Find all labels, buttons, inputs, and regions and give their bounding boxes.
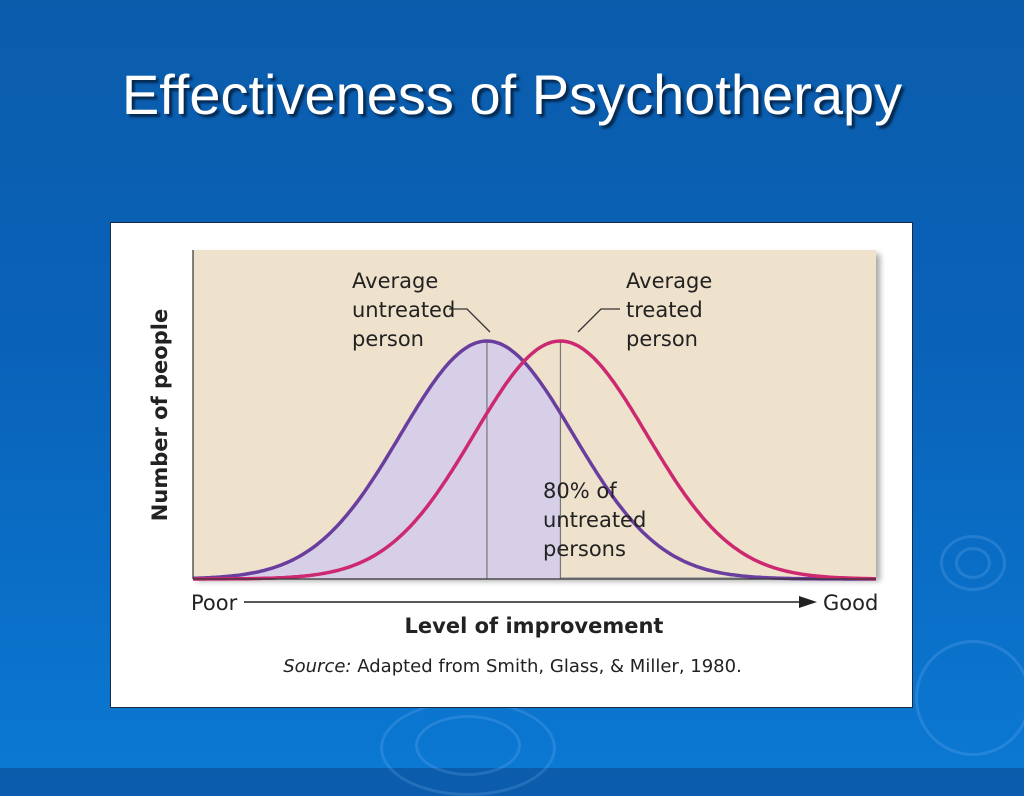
ripple-decoration [940, 535, 1006, 591]
shaded-label-line-1: 80% of [543, 479, 617, 503]
label-treated-line-2: treated [626, 298, 703, 322]
leader-line-treated [577, 308, 620, 333]
label-untreated-line-3: person [352, 327, 424, 351]
x-axis-arrowhead [799, 596, 817, 608]
source-caption: Source: Adapted from Smith, Glass, & Mil… [111, 656, 914, 677]
leader-line-untreated [449, 308, 491, 333]
slide-title: Effectiveness of Psychotherapy [121, 63, 903, 126]
ripple-decoration [955, 547, 991, 579]
x-axis-title: Level of improvement [405, 614, 664, 638]
label-untreated-line-1: Average [352, 269, 438, 293]
figure-panel: Average untreated person Average treated… [110, 222, 913, 708]
x-axis-start-label: Poor [191, 591, 238, 615]
curve-treated [193, 339, 876, 581]
source-label: Source: [283, 656, 352, 677]
label-untreated-line-2: untreated [352, 298, 455, 322]
chart: Average untreated person Average treated… [148, 250, 878, 638]
shaded-label-line-3: persons [543, 537, 626, 561]
curve-untreated [192, 339, 876, 581]
ripple-decoration [915, 640, 1024, 756]
source-text: Adapted from Smith, Glass, & Miller, 198… [357, 656, 742, 677]
shaded-label-line-2: untreated [543, 508, 646, 532]
label-treated-line-1: Average [626, 269, 712, 293]
y-axis-title: Number of people [148, 309, 172, 521]
label-treated-line-3: person [626, 327, 698, 351]
x-axis-end-label: Good [823, 591, 878, 615]
ripple-decoration [415, 715, 521, 776]
shaded-region-80-percent [193, 341, 561, 579]
